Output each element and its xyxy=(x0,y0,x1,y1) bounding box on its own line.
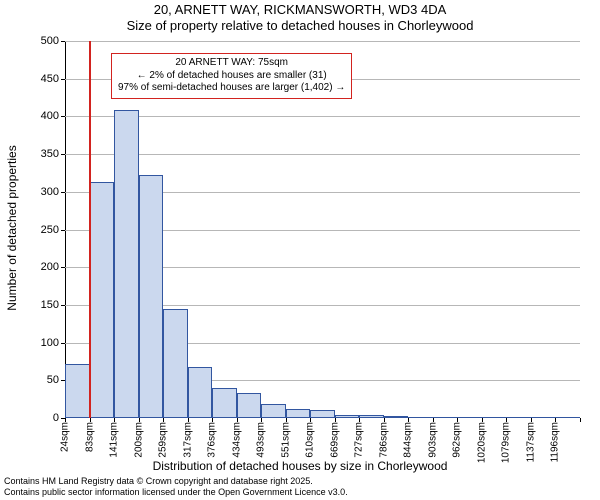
footer-line1: Contains HM Land Registry data © Crown c… xyxy=(4,476,348,487)
footer-attribution: Contains HM Land Registry data © Crown c… xyxy=(4,476,348,498)
y-tick-label: 200 xyxy=(41,261,65,273)
histogram-chart: 05010015020025030035040045050024sqm83sqm… xyxy=(65,41,580,418)
x-tick-label: 1196sqm xyxy=(550,422,561,462)
x-tick-label: 493sqm xyxy=(256,422,267,458)
histogram-bar xyxy=(114,110,139,418)
x-tick-label: 1137sqm xyxy=(525,422,536,462)
annotation-line2: ← 2% of detached houses are smaller (31) xyxy=(118,70,345,83)
histogram-bar xyxy=(286,409,311,418)
histogram-bar xyxy=(384,416,409,418)
chart-title: 20, ARNETT WAY, RICKMANSWORTH, WD3 4DA S… xyxy=(0,0,600,33)
histogram-bar xyxy=(310,410,335,418)
x-tick-label: 786sqm xyxy=(378,422,389,458)
x-tick-label: 962sqm xyxy=(452,422,463,458)
x-tick-label: 141sqm xyxy=(109,422,120,458)
y-tick-label: 150 xyxy=(41,299,65,311)
x-tick-label: 1079sqm xyxy=(501,422,512,463)
histogram-bar xyxy=(457,417,482,418)
histogram-bar xyxy=(506,417,531,418)
histogram-bar xyxy=(555,417,580,418)
x-tick-label: 376sqm xyxy=(207,422,218,458)
y-tick-label: 350 xyxy=(41,148,65,160)
y-axis-title: Number of detached properties xyxy=(5,145,19,310)
histogram-bar xyxy=(163,309,188,418)
histogram-bar xyxy=(359,415,384,418)
y-tick-label: 250 xyxy=(41,224,65,236)
grid-line xyxy=(65,116,580,117)
annotation-line3: 97% of semi-detached houses are larger (… xyxy=(118,82,345,95)
x-tick-label: 24sqm xyxy=(60,422,71,452)
x-axis-title: Distribution of detached houses by size … xyxy=(0,459,600,473)
histogram-bar xyxy=(90,182,115,418)
footer-line2: Contains public sector information licen… xyxy=(4,487,348,498)
y-tick-label: 50 xyxy=(47,374,65,386)
histogram-bar xyxy=(212,388,237,418)
histogram-bar xyxy=(188,367,213,418)
histogram-bar xyxy=(335,415,360,418)
x-tick-label: 903sqm xyxy=(427,422,438,458)
x-tick-label: 551sqm xyxy=(280,422,291,458)
y-tick-label: 100 xyxy=(41,337,65,349)
histogram-bar xyxy=(65,364,90,418)
histogram-bar xyxy=(139,175,164,418)
y-tick-label: 500 xyxy=(41,35,65,47)
x-tick-mark xyxy=(580,418,581,422)
title-line2: Size of property relative to detached ho… xyxy=(0,18,600,34)
y-tick-label: 450 xyxy=(41,73,65,85)
x-tick-label: 727sqm xyxy=(354,422,365,458)
histogram-bar xyxy=(482,417,507,418)
x-tick-label: 83sqm xyxy=(84,422,95,452)
grid-line xyxy=(65,154,580,155)
annotation-box: 20 ARNETT WAY: 75sqm← 2% of detached hou… xyxy=(111,53,352,99)
histogram-bar xyxy=(237,393,262,418)
x-tick-label: 259sqm xyxy=(158,422,169,458)
x-tick-label: 200sqm xyxy=(133,422,144,458)
histogram-bar xyxy=(531,417,556,418)
title-line1: 20, ARNETT WAY, RICKMANSWORTH, WD3 4DA xyxy=(0,2,600,18)
histogram-bar xyxy=(261,404,286,418)
annotation-line1: 20 ARNETT WAY: 75sqm xyxy=(118,57,345,70)
x-tick-label: 844sqm xyxy=(403,422,414,458)
plot-area: 05010015020025030035040045050024sqm83sqm… xyxy=(65,41,580,418)
subject-property-marker xyxy=(89,41,91,418)
grid-line xyxy=(65,41,580,42)
x-tick-label: 610sqm xyxy=(305,422,316,458)
y-tick-label: 400 xyxy=(41,110,65,122)
x-tick-label: 434sqm xyxy=(231,422,242,458)
x-tick-label: 1020sqm xyxy=(476,422,487,463)
histogram-bar xyxy=(433,417,458,418)
y-tick-label: 300 xyxy=(41,186,65,198)
x-tick-label: 317sqm xyxy=(182,422,193,458)
x-tick-label: 669sqm xyxy=(329,422,340,458)
histogram-bar xyxy=(408,417,433,418)
